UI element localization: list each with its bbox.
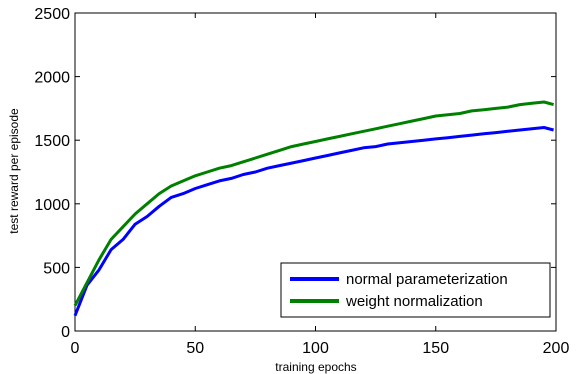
x-tick-label-150: 150 [422, 340, 449, 357]
y-tick-label-1000: 1000 [34, 197, 70, 214]
series-lines [73, 100, 554, 317]
y-tick-label-1500: 1500 [34, 133, 70, 150]
series-line-weight-normalization [73, 100, 554, 307]
legend: normal parameterization weight normaliza… [280, 262, 551, 318]
legend-label-normal-parameterization: normal parameterization [346, 271, 508, 288]
y-axis-label: test reward per episode [7, 108, 21, 234]
y-tick-label-2000: 2000 [34, 70, 70, 87]
y-tick-label-0: 0 [61, 324, 70, 341]
x-axis-label: training epochs [275, 360, 356, 374]
x-tick-label-100: 100 [302, 340, 329, 357]
x-tick-label-0: 0 [71, 340, 80, 357]
axis-ticks [74, 12, 557, 332]
legend-box [280, 262, 551, 318]
legend-label-weight-normalization: weight normalization [345, 293, 483, 310]
series-line-normal-parameterization [73, 126, 554, 317]
y-tick-label-500: 500 [43, 260, 70, 277]
x-tick-label-200: 200 [543, 340, 570, 357]
x-tick-label-50: 50 [186, 340, 204, 357]
y-tick-label-2500: 2500 [34, 6, 70, 23]
